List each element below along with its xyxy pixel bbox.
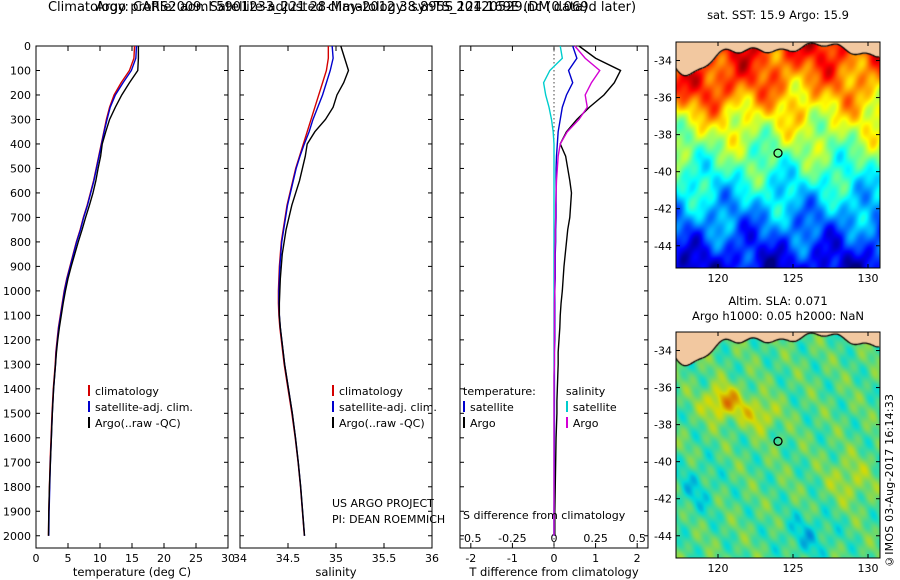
xlabel-t-difference: T difference from climatology — [469, 565, 639, 579]
legend-row-argo: Argo(..raw -QC) — [332, 416, 437, 432]
xlabel-salinity: salinity — [315, 565, 357, 579]
legend-label-argo: Argo(..raw -QC) — [95, 417, 181, 430]
t-argo-line-swatch — [463, 417, 465, 428]
legend-row-climatology: climatology — [332, 384, 437, 400]
imos-watermark: ©IMOS 03-Aug-2017 16:14:33 — [883, 393, 896, 568]
difference-legend-salinity-column: salinity satellite Argo — [565, 384, 617, 432]
legend-row-s-satellite: satellite — [565, 400, 617, 416]
sla-map-title-line1: Altim. SLA: 0.071 — [728, 294, 828, 308]
temperature-legend: climatology satellite-adj. clim. Argo(..… — [88, 384, 193, 432]
s-argo-line-swatch — [565, 417, 568, 428]
legend-row-climatology: climatology — [88, 384, 193, 400]
legend-row-satellite-adj: satellite-adj. clim. — [332, 400, 437, 416]
t-satellite-line-swatch — [463, 401, 465, 412]
climatology-line-swatch — [332, 385, 334, 396]
legend-row-argo: Argo(..raw -QC) — [88, 416, 193, 432]
legend-row-satellite-adj: satellite-adj. clim. — [88, 400, 193, 416]
legend-label-satellite-adj: satellite-adj. clim. — [339, 401, 437, 414]
legend-label-climatology: climatology — [339, 385, 403, 398]
legend-row-t-argo: Argo — [463, 416, 536, 432]
legend-label-t-argo: Argo — [470, 417, 496, 430]
satellite-adj-line-swatch — [88, 401, 90, 412]
sst-map-title: sat. SST: 15.9 Argo: 15.9 — [707, 8, 849, 22]
legend-label-satellite-adj: satellite-adj. clim. — [95, 401, 193, 414]
difference-legend-temperature-column: temperature: satellite Argo — [463, 384, 536, 432]
us-argo-project-note: US ARGO PROJECT — [332, 497, 434, 510]
climatology-line-swatch — [88, 385, 90, 396]
temperature-column-header: temperature: — [463, 385, 536, 398]
sla-map-title-line2: Argo h1000: 0.05 h2000: NaN — [691, 309, 865, 323]
figure-title-line2: Climatology: CARS2009. Satellite-adjuste… — [47, 0, 637, 15]
argo-line-swatch — [332, 417, 334, 428]
legend-label-argo: Argo(..raw -QC) — [339, 417, 425, 430]
pi-note: PI: DEAN ROEMMICH — [332, 513, 446, 526]
legend-label-t-satellite: satellite — [470, 401, 514, 414]
salinity-legend: climatology satellite-adj. clim. Argo(..… — [332, 384, 437, 432]
legend-label-climatology: climatology — [95, 385, 159, 398]
legend-row-s-argo: Argo — [565, 416, 617, 432]
xlabel-temperature: temperature (deg C) — [72, 565, 192, 579]
s-satellite-line-swatch — [565, 401, 568, 412]
argo-line-swatch — [88, 417, 90, 428]
difference-legend: temperature: satellite Argo salinity sat… — [463, 384, 617, 432]
legend-label-s-satellite: satellite — [572, 401, 617, 414]
legend-label-s-argo: Argo — [572, 417, 599, 430]
s-difference-axis-label: S difference from climatology — [463, 509, 626, 522]
satellite-adj-line-swatch — [332, 401, 334, 412]
salinity-column-header: salinity — [565, 385, 606, 398]
figure-title-line1: Argo profile: aoml 5901233_221 28-May-20… — [95, 0, 589, 15]
legend-row-t-satellite: satellite — [463, 400, 536, 416]
